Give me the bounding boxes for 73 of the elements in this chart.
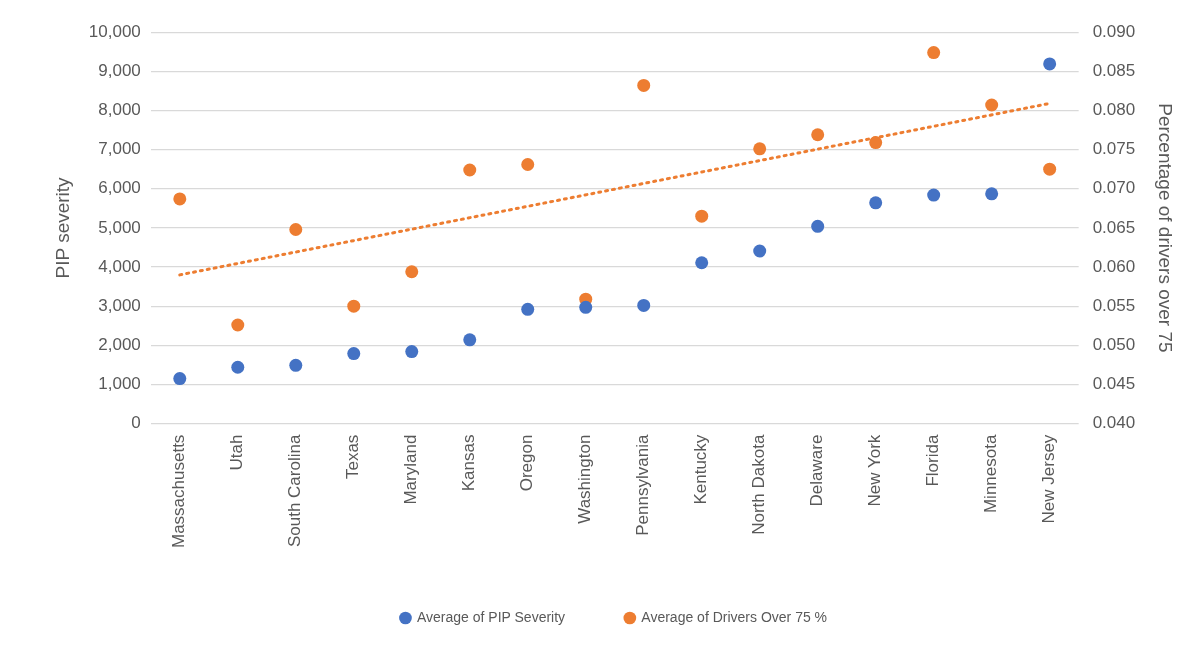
x-tick-label: Kentucky	[691, 434, 711, 505]
point	[463, 163, 477, 177]
point	[521, 302, 535, 316]
x-tick-label: South Carolina	[285, 434, 305, 548]
x-tick-label: Minnesota	[981, 434, 1001, 514]
point	[1043, 162, 1057, 176]
x-tick-label: Massachusetts	[169, 434, 189, 549]
point	[231, 360, 245, 374]
y-tick-label: 2,000	[98, 335, 141, 355]
point	[927, 46, 941, 60]
x-tick-label: Texas	[343, 434, 363, 480]
point	[1043, 57, 1057, 71]
point	[753, 142, 767, 156]
y-tick-label: 9,000	[98, 61, 141, 81]
point	[579, 300, 593, 314]
y-tick-label: 5,000	[98, 217, 141, 237]
y2-axis-title: Percentage of drivers over 75	[1155, 103, 1177, 353]
point	[927, 188, 941, 202]
point	[231, 318, 245, 332]
x-tick-label: North Dakota	[749, 434, 769, 535]
point	[695, 209, 709, 223]
x-tick-label: New York	[865, 434, 885, 507]
point	[753, 244, 767, 258]
point	[347, 299, 361, 313]
y2-tick-label: 0.085	[1092, 61, 1136, 81]
y2-tick-label: 0.045	[1092, 374, 1136, 394]
y2-tick-label: 0.090	[1092, 21, 1136, 41]
y-axis-title: PIP severity	[51, 176, 73, 279]
x-tick-label: Utah	[227, 434, 247, 471]
point	[811, 219, 825, 233]
y-tick-label: 4,000	[98, 256, 141, 276]
y2-tick-label: 0.065	[1092, 217, 1136, 237]
x-tick-label: Maryland	[401, 434, 421, 505]
x-tick-label: Delaware	[807, 434, 827, 507]
y2-tick-label: 0.075	[1092, 139, 1136, 159]
point	[811, 128, 825, 142]
point	[637, 298, 651, 312]
point	[869, 136, 883, 150]
x-tick-label: Oregon	[517, 434, 537, 492]
y2-tick-label: 0.040	[1092, 413, 1136, 433]
y2-tick-label: 0.055	[1092, 295, 1136, 315]
point	[289, 358, 303, 372]
point	[985, 187, 999, 201]
y-tick-label: 0	[131, 413, 141, 433]
point	[985, 98, 999, 112]
y-tick-label: 7,000	[98, 139, 141, 159]
point	[637, 78, 651, 92]
point	[289, 222, 303, 236]
point	[173, 192, 187, 206]
legend-label: Average of Drivers Over 75 %	[641, 608, 828, 625]
point	[405, 345, 419, 359]
y2-tick-label: 0.070	[1092, 178, 1136, 198]
x-tick-label: Kansas	[459, 434, 479, 492]
y2-tick-label: 0.060	[1092, 256, 1136, 276]
point	[405, 265, 419, 279]
point	[869, 196, 883, 210]
point	[463, 333, 477, 347]
x-tick-label: Washington	[575, 434, 595, 524]
point	[173, 372, 187, 386]
point	[695, 256, 709, 270]
y-tick-label: 3,000	[98, 295, 141, 315]
y2-tick-label: 0.050	[1092, 335, 1136, 355]
y2-tick-label: 0.080	[1092, 100, 1136, 120]
y-tick-label: 1,000	[98, 374, 141, 394]
x-tick-label: Florida	[923, 434, 943, 487]
x-tick-label: New Jersey	[1039, 434, 1059, 524]
legend-label: Average of PIP Severity	[416, 608, 566, 625]
point	[521, 158, 535, 171]
x-tick-label: Pennsylvania	[633, 434, 653, 536]
point	[347, 347, 361, 361]
y-tick-label: 10,000	[88, 21, 141, 41]
y-tick-label: 8,000	[98, 100, 141, 120]
y-tick-label: 6,000	[98, 178, 141, 198]
